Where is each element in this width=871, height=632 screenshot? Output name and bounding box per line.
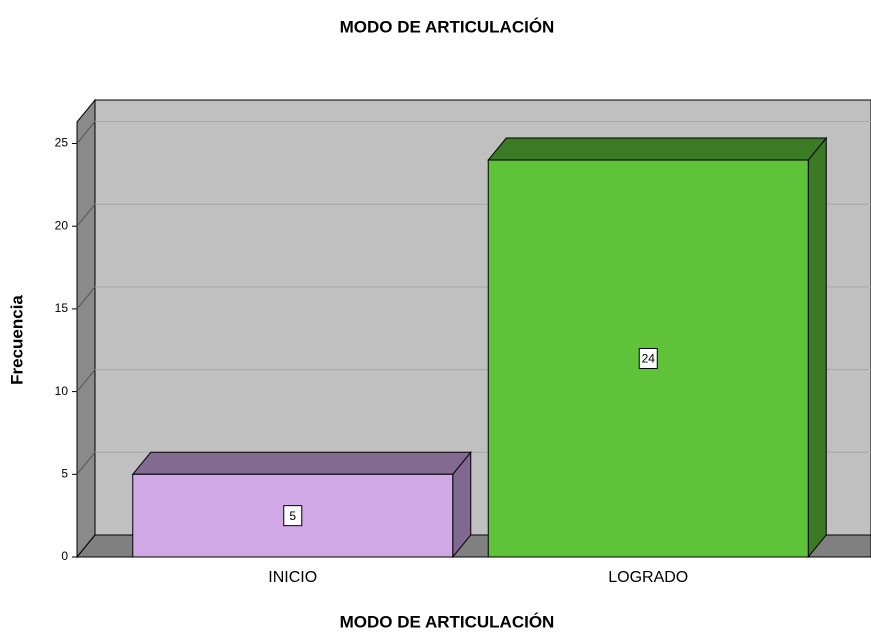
bar: 24 <box>487 136 828 559</box>
grid-line <box>76 203 96 227</box>
grid-line <box>76 286 96 310</box>
bars: 5 24 <box>131 136 828 559</box>
x-tick-label: LOGRADO <box>608 569 688 586</box>
value-label-box <box>638 348 658 370</box>
bar-top <box>131 451 472 475</box>
grid-line <box>76 451 96 475</box>
bar-side <box>807 136 827 559</box>
y-tick-label: 20 <box>55 218 69 232</box>
y-tick-label: 5 <box>61 466 68 480</box>
grid-line <box>76 121 96 144</box>
value-label-box <box>283 505 303 527</box>
y-tick-label: 15 <box>55 301 69 315</box>
chart-title: MODO DE ARTICULACIÓN <box>340 17 555 36</box>
x-tick-label: INICIO <box>268 569 317 586</box>
value-label: 24 <box>642 352 656 366</box>
y-tick-label: 0 <box>61 549 68 563</box>
y-axis-title: Frecuencia <box>7 295 26 385</box>
bar: 5 <box>131 450 472 559</box>
y-tick-label: 25 <box>55 136 69 150</box>
grid-line <box>76 369 96 392</box>
y-tick-label: 10 <box>55 384 69 398</box>
value-label: 5 <box>289 509 296 523</box>
bar-top <box>487 137 828 161</box>
left-wall <box>76 98 96 559</box>
x-axis-title: MODO DE ARTICULACIÓN <box>340 612 555 631</box>
